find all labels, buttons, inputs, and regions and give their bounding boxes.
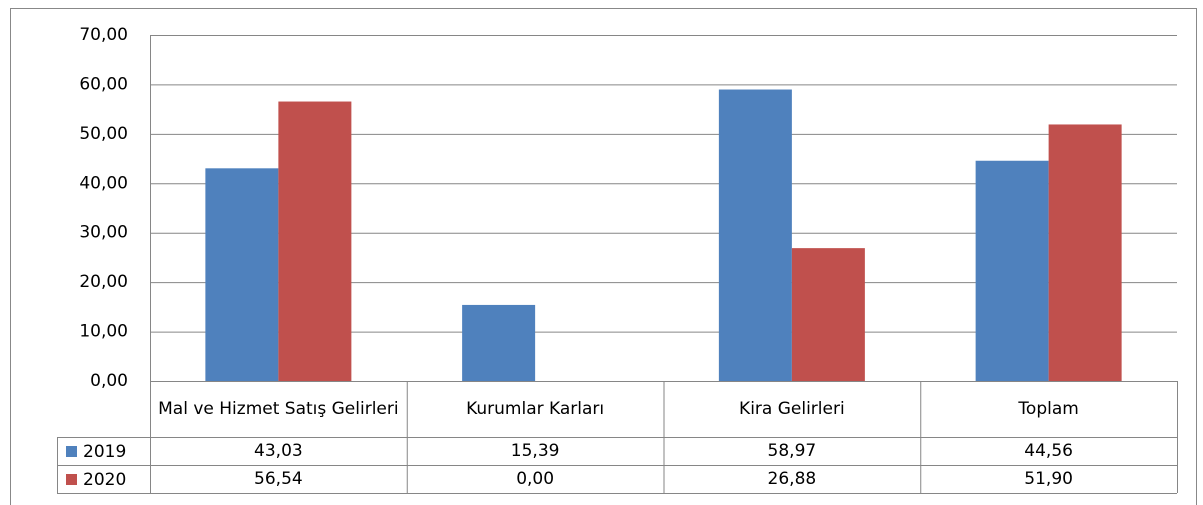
- y-tick-label: 10,00: [79, 322, 128, 342]
- bar: [975, 160, 1049, 381]
- data-table-value: 0,00: [516, 468, 555, 489]
- data-table-value: 58,97: [767, 440, 817, 461]
- data-table-value: 43,03: [254, 440, 303, 461]
- y-tick-label: 30,00: [79, 223, 128, 243]
- data-table-value: 44,56: [1024, 440, 1073, 461]
- data-table-value: 51,90: [1024, 468, 1073, 489]
- bar: [278, 101, 352, 382]
- legend-label: 2019: [83, 442, 126, 462]
- bar: [462, 304, 536, 381]
- legend-key: [66, 446, 77, 457]
- data-table-value: 26,88: [767, 468, 817, 489]
- y-tick-label: 40,00: [79, 173, 128, 193]
- bar: [791, 248, 865, 381]
- bar: [205, 168, 279, 381]
- chart-frame: [10, 8, 1197, 505]
- y-tick-label: 20,00: [79, 272, 128, 292]
- y-tick-label: 50,00: [79, 124, 128, 144]
- bar: [1048, 124, 1122, 382]
- legend-key: [66, 474, 77, 485]
- category-label: Mal ve Hizmet Satış Gelirleri: [158, 398, 399, 419]
- category-label: Toplam: [1018, 398, 1079, 419]
- y-tick-label: 60,00: [79, 74, 128, 94]
- y-tick-label: 0,00: [90, 371, 128, 391]
- category-label: Kurumlar Karları: [466, 398, 605, 419]
- category-label: Kira Gelirleri: [739, 398, 845, 419]
- bar: [718, 89, 792, 381]
- legend-label: 2020: [83, 470, 126, 490]
- data-table-value: 15,39: [510, 440, 560, 461]
- data-table-value: 56,54: [254, 468, 303, 489]
- y-tick-label: 70,00: [79, 25, 128, 45]
